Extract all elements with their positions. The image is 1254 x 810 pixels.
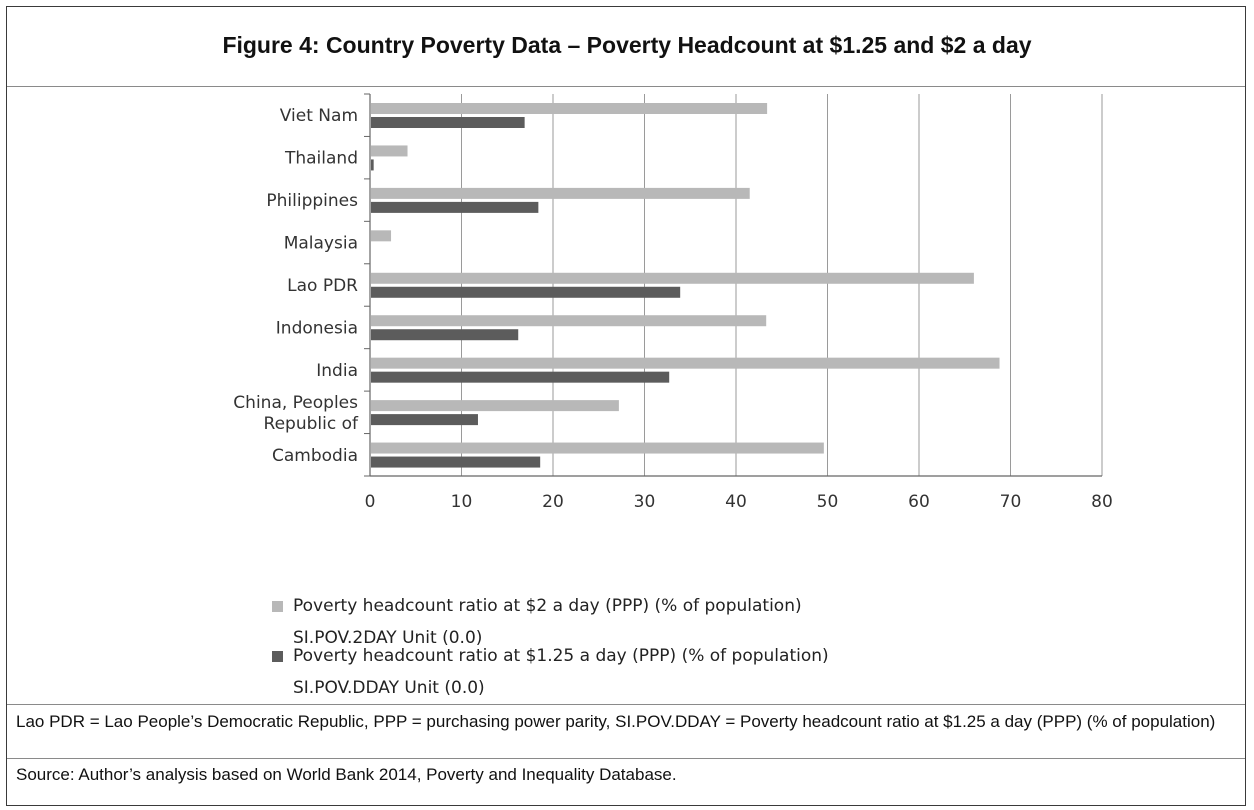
category-label-china-peoples-republic-of-line2: Republic of [264,414,359,434]
bar-philippines-2day [371,187,750,199]
figure-frame [6,6,1246,806]
x-tick-label-70: 70 [1000,492,1022,512]
legend-code-125day: SI.POV.DDAY Unit (0.0) [293,678,485,698]
figure-source: Source: Author’s analysis based on World… [16,765,677,784]
bar-philippines-125day [371,201,539,213]
bar-china-peoples-republic-of-125day [371,414,478,426]
chart-divider [7,704,1245,705]
legend-label-125day: Poverty headcount ratio at $1.25 a day (… [293,646,829,666]
category-label-china-peoples-republic-of-line1: China, Peoples [233,393,358,413]
notes-divider [7,758,1245,759]
legend-item-2day: Poverty headcount ratio at $2 a day (PPP… [272,596,802,648]
bars [371,103,1000,468]
category-label-cambodia: Cambodia [272,446,358,466]
bar-india-2day [371,357,1000,369]
title-divider [7,86,1245,87]
bar-malaysia-2day [371,230,392,242]
legend-swatch-2day [272,600,283,612]
figure-notes: Lao PDR = Lao People’s Democratic Republ… [16,712,1216,731]
bar-viet-nam-2day [371,103,768,114]
grid-lines [461,94,1103,476]
bar-thailand-2day [371,145,408,157]
x-tick-label-30: 30 [634,492,656,512]
category-label-viet-nam: Viet Nam [280,106,358,126]
x-tick-label-50: 50 [817,492,839,512]
bar-lao-pdr-125day [371,286,681,298]
category-label-india: India [316,361,358,381]
x-tick-labels: 0 10 20 30 40 50 60 70 80 [365,492,1113,512]
bar-cambodia-125day [371,456,541,468]
category-label-malaysia: Malaysia [284,234,358,254]
x-tick-label-80: 80 [1091,492,1113,512]
bar-indonesia-2day [371,315,767,327]
x-tick-label-20: 20 [542,492,564,512]
x-tick-label-10: 10 [451,492,473,512]
x-tick-label-60: 60 [908,492,930,512]
legend-item-125day: Poverty headcount ratio at $1.25 a day (… [272,646,829,698]
bar-indonesia-125day [371,329,519,341]
category-label-thailand: Thailand [284,149,358,169]
category-labels: Viet Nam Thailand Philippines Malaysia Lao P… [233,106,359,466]
x-tick-label-40: 40 [725,492,747,512]
bar-china-peoples-republic-of-2day [371,400,619,412]
figure-title: Figure 4: Country Poverty Data – Poverty… [222,32,1032,58]
bar-india-125day [371,371,670,383]
legend-label-2day: Poverty headcount ratio at $2 a day (PPP… [293,596,802,616]
x-tick-label-0: 0 [365,492,376,512]
category-label-indonesia: Indonesia [276,318,358,338]
axes [364,93,1102,477]
bar-chart: Viet Nam Thailand Philippines Malaysia Lao P… [233,93,1113,512]
bar-cambodia-2day [371,442,824,454]
category-label-philippines: Philippines [266,191,358,211]
bar-lao-pdr-2day [371,272,974,284]
legend-swatch-125day [272,650,283,662]
bar-viet-nam-125day [371,117,525,128]
category-label-lao-pdr: Lao PDR [287,276,358,296]
bar-thailand-125day [371,159,374,171]
legend-code-2day: SI.POV.2DAY Unit (0.0) [293,628,483,648]
